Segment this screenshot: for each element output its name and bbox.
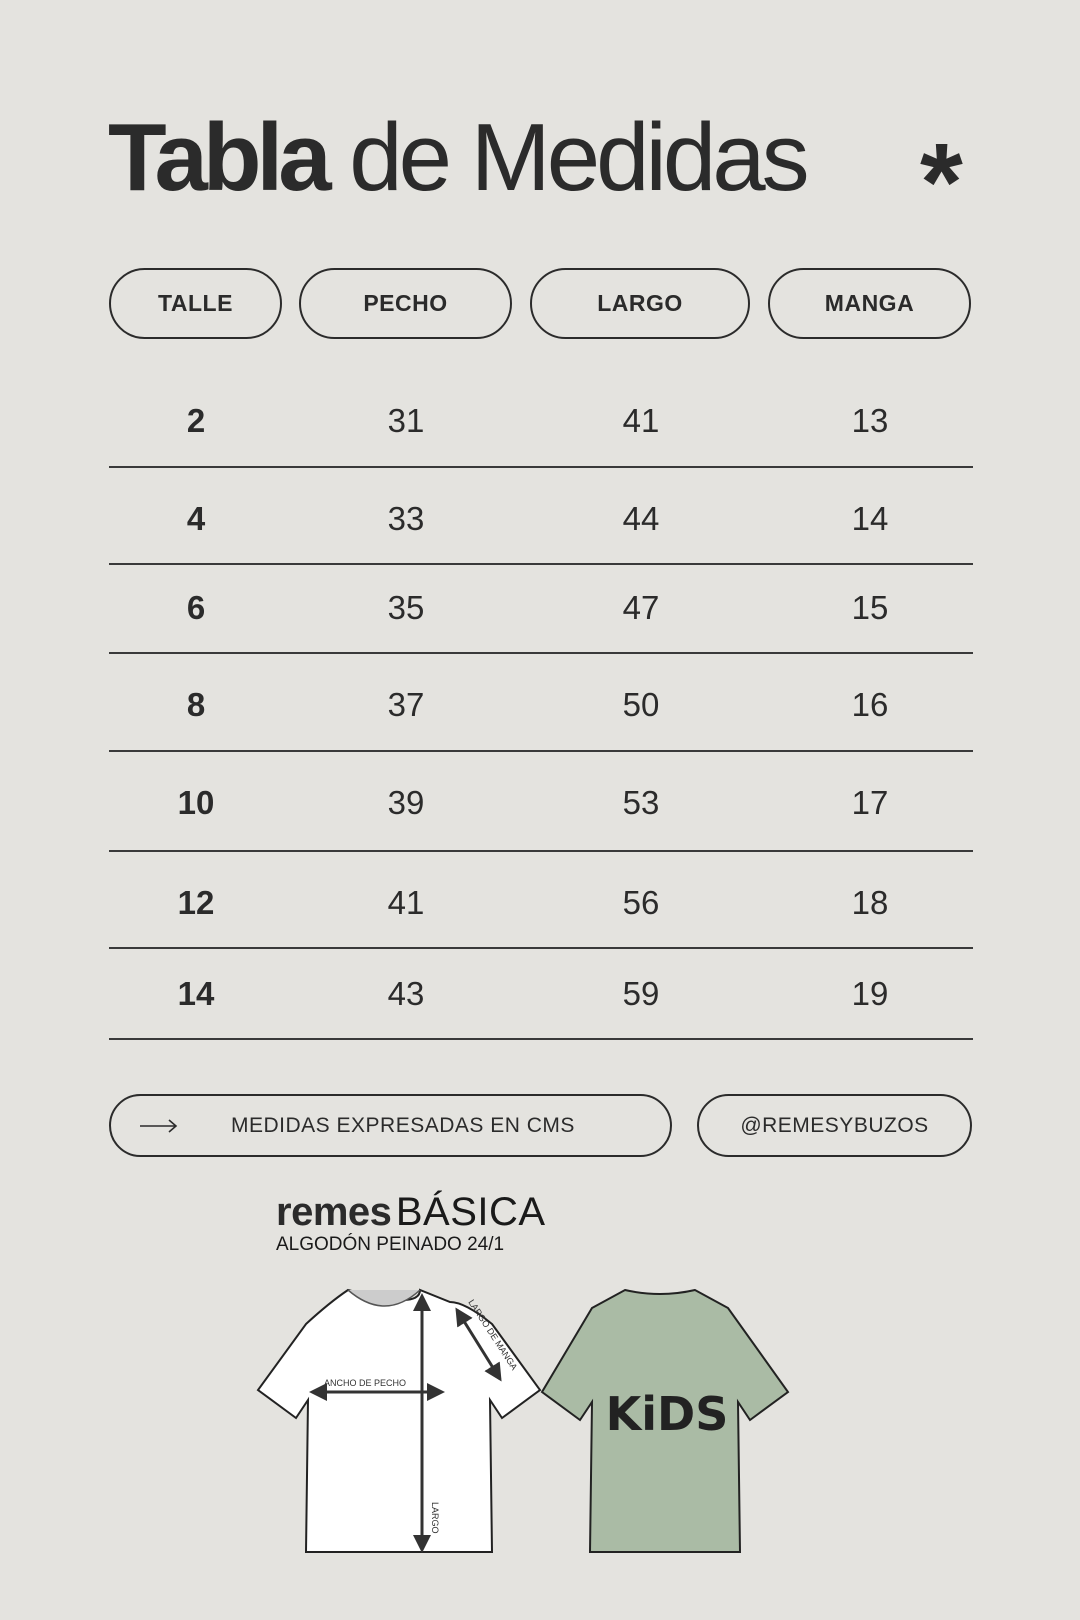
header-talle: TALLE (109, 268, 282, 339)
row-divider (109, 652, 973, 654)
chest-cell: 39 (387, 784, 425, 821)
chest-cell: 35 (387, 589, 425, 626)
row-divider (109, 563, 973, 565)
chest-cell: 33 (387, 500, 425, 537)
kids-print: KiDS (606, 1387, 729, 1441)
row-divider (109, 1038, 973, 1040)
sleeve-cell: 14 (851, 500, 889, 537)
arrow-right-icon (140, 1118, 178, 1133)
size-cell: 4 (186, 500, 206, 537)
product-material: ALGODÓN PEINADO 24/1 (276, 1234, 505, 1255)
length-cell: 47 (622, 589, 660, 626)
tshirt-front-diagram: ANCHO DE PECHO LARGO DE MANGA LARGO (256, 1288, 542, 1553)
row-divider (109, 466, 973, 468)
length-cell: 44 (622, 500, 660, 537)
length-cell: 59 (622, 975, 660, 1012)
sleeve-cell: 16 (851, 686, 889, 723)
chest-cell: 31 (387, 402, 425, 439)
header-pecho: PECHO (299, 268, 512, 339)
title-bold: Tabla (108, 104, 332, 211)
sleeve-cell: 13 (851, 402, 889, 439)
product-name: BÁSICA (395, 1190, 546, 1234)
row-divider (109, 947, 973, 949)
sleeve-cell: 18 (851, 884, 889, 921)
product-brand: remes BÁSICA (276, 1190, 546, 1235)
chest-label: ANCHO DE PECHO (324, 1378, 406, 1388)
units-note: MEDIDAS EXPRESADAS EN CMS (109, 1094, 672, 1157)
asterisk-icon: * (920, 121, 963, 244)
chest-cell: 37 (387, 686, 425, 723)
length-cell: 56 (622, 884, 660, 921)
size-cell: 6 (186, 589, 206, 626)
size-cell: 14 (177, 975, 215, 1012)
chest-cell: 41 (387, 884, 425, 921)
size-cell: 12 (177, 884, 215, 921)
size-cell: 8 (186, 686, 206, 723)
length-label: LARGO (430, 1502, 440, 1534)
brand-name: remes (276, 1190, 392, 1234)
length-cell: 50 (622, 686, 660, 723)
units-note-text: MEDIDAS EXPRESADAS EN CMS (231, 1113, 575, 1137)
tshirt-back-diagram: KiDS (540, 1288, 790, 1553)
length-cell: 53 (622, 784, 660, 821)
tshirt-diagrams: ANCHO DE PECHO LARGO DE MANGA LARGO KiDS (256, 1288, 790, 1553)
length-cell: 41 (622, 402, 660, 439)
title-light: de Medidas (349, 104, 809, 211)
size-cell: 2 (186, 402, 206, 439)
header-largo: LARGO (530, 268, 750, 339)
row-divider (109, 850, 973, 852)
row-divider (109, 750, 973, 752)
chest-cell: 43 (387, 975, 425, 1012)
sleeve-cell: 15 (851, 589, 889, 626)
page-title: Tabla de Medidas (108, 110, 810, 206)
instagram-handle: @REMESYBUZOS (697, 1094, 972, 1157)
header-manga: MANGA (768, 268, 971, 339)
sleeve-cell: 17 (851, 784, 889, 821)
sleeve-cell: 19 (851, 975, 889, 1012)
size-cell: 10 (177, 784, 215, 821)
